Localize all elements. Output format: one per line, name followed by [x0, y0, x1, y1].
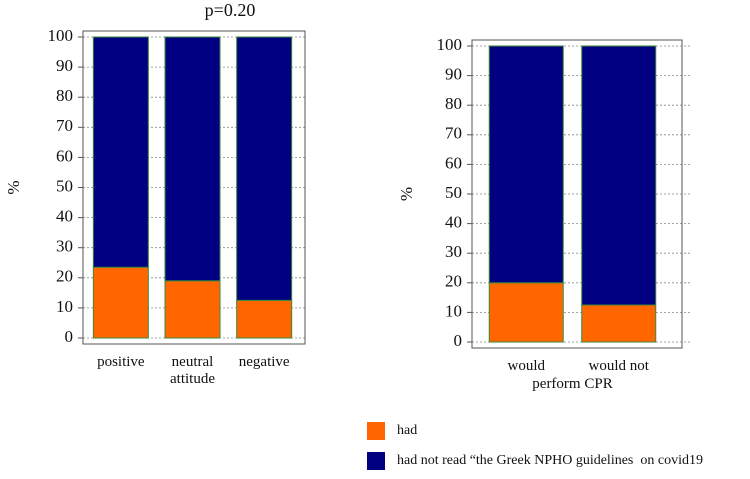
- y-tick-label: 80: [56, 86, 73, 105]
- y-tick-label: 100: [437, 35, 463, 54]
- y-tick-label: 70: [445, 124, 462, 143]
- y-tick-label: 90: [56, 56, 73, 75]
- y-tick-label: 60: [445, 153, 462, 172]
- y-tick-label: 50: [56, 176, 73, 195]
- bar-segment: [488, 282, 564, 343]
- y-tick-label: 0: [65, 327, 74, 346]
- bar-segment: [581, 45, 657, 306]
- y-tick-label: 30: [445, 242, 462, 261]
- bar-segment: [164, 36, 221, 282]
- bar-segment: [164, 280, 221, 339]
- bar-segment: [236, 299, 293, 339]
- x-tick-label: would: [507, 358, 546, 374]
- legend-swatch: [367, 422, 385, 440]
- plot-frame: [82, 30, 306, 345]
- y-tick-label: 100: [48, 26, 74, 45]
- x-tick-label: neutral attitude: [170, 354, 215, 387]
- y-tick-label: 60: [56, 146, 73, 165]
- x-tick-label: would not: [588, 358, 649, 374]
- y-tick-label: 20: [445, 272, 462, 291]
- y-tick-label: 50: [445, 183, 462, 202]
- bar-segment: [92, 266, 149, 339]
- y-tick-label: 20: [56, 267, 73, 286]
- y-tick-label: 10: [56, 297, 73, 316]
- y-tick-label: 70: [56, 116, 73, 135]
- legend-label: had not read “the Greek NPHO guidelines …: [397, 453, 703, 468]
- bar-segment: [488, 45, 564, 284]
- y-axis-label: %: [397, 187, 416, 201]
- y-tick-label: 90: [445, 65, 462, 84]
- bar-segment: [92, 36, 149, 268]
- x-tick-label: positive: [97, 354, 145, 370]
- y-tick-label: 40: [56, 207, 73, 226]
- x-tick-label: negative: [238, 354, 290, 370]
- y-axis-label: %: [4, 180, 23, 194]
- y-tick-label: 80: [445, 94, 462, 113]
- y-tick-label: 40: [445, 213, 462, 232]
- plot-frame: [471, 39, 683, 349]
- legend-label: had: [397, 423, 418, 438]
- y-tick-label: 10: [445, 301, 462, 320]
- y-tick-label: 0: [454, 331, 463, 350]
- legend-swatch: [367, 452, 385, 470]
- bar-segment: [236, 36, 293, 301]
- chart-title: p=0.20: [205, 0, 256, 20]
- x-axis-label: perform CPR: [532, 376, 613, 392]
- bar-segment: [581, 304, 657, 343]
- y-tick-label: 30: [56, 237, 73, 256]
